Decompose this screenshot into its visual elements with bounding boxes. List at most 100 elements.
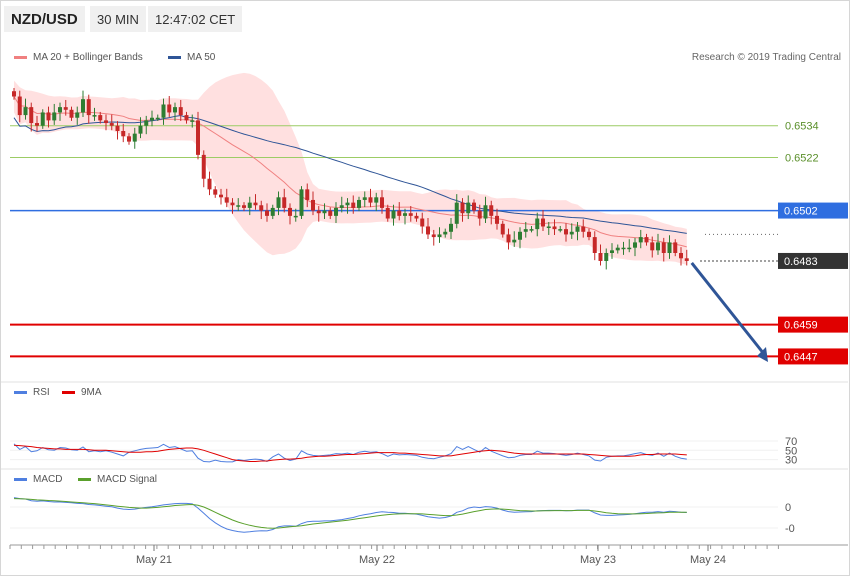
rsi-ma-swatch [62,391,75,394]
pivot-label: 0.6502 [784,206,818,218]
candle-body [322,210,327,214]
rsi-tick-label: 30 [785,455,797,467]
macd-line [13,497,687,533]
candle-body [219,194,223,198]
candle-body [196,120,200,155]
candle-body [46,112,51,121]
candle-body [115,125,120,131]
forecast-arrow [690,262,766,355]
legend-rsi-label: RSI [33,387,50,398]
candle-body [644,237,649,243]
candle-body [293,215,298,218]
x-tick-label: May 21 [136,554,172,566]
candle-body [380,197,384,208]
candle-body [276,197,281,208]
ma20-line [13,96,687,248]
macd-tick-label: 0 [785,502,791,514]
candle-body [138,125,143,134]
candle-body [403,213,407,216]
candle-body [443,231,448,235]
candle-body [391,210,396,219]
candle-body [230,202,235,206]
macd-swatch [14,478,27,481]
candle-body [587,231,591,238]
candle-body [472,202,476,211]
candle-body [495,215,499,224]
candle-body [466,202,471,214]
candle-body [311,199,315,211]
candle-body [75,112,80,118]
legend-rsi-ma-label: 9MA [81,387,102,398]
candle-body [449,223,453,232]
candle-body [161,104,166,118]
candle-body [52,112,57,121]
pivot-tag [778,202,848,219]
candle-body [69,109,74,118]
candle-body [86,99,91,116]
candle-body [173,107,177,113]
candle-body [224,197,229,203]
credit-text: Research © 2019 Trading Central [691,52,841,63]
candle-body [552,226,557,230]
resistance-label: 0.6522 [785,153,819,165]
candle-body [575,226,580,232]
candle-body [541,218,545,227]
candle-body [29,107,34,124]
candle-body [132,133,137,142]
candle-body [288,207,292,216]
candle-body [334,207,338,216]
candle-body [500,223,505,235]
pair-label: NZD/USD [4,6,85,32]
candle-body [305,189,310,200]
x-tick-label: May 23 [580,554,616,566]
candle-body [667,242,672,253]
candle-body [581,226,586,232]
candle-body [184,115,189,121]
candle-body [592,237,597,253]
x-tick-label: May 24 [690,554,726,566]
candle-body [265,210,269,216]
candle-body [207,178,212,190]
candle-body [512,239,517,243]
candle-body [604,253,609,261]
candle-body [529,229,534,231]
candle-body [638,237,643,243]
candle-body [684,258,689,261]
timeframe-label[interactable]: 30 MIN [90,6,146,32]
candle-body [351,202,356,208]
candle-body [17,96,22,116]
candle-body [242,205,246,208]
legend-ma20-label: MA 20 + Bollinger Bands [33,52,143,63]
candle-body [627,247,632,250]
candle-body [633,242,637,248]
candle-body [483,205,488,219]
candle-body [81,99,85,113]
candle-body [270,207,275,216]
candle-body [518,231,522,240]
candle-body [397,210,402,216]
candle-body [454,202,459,224]
candle-body [523,229,528,232]
macd-signal-swatch [78,478,91,481]
ma20-swatch [14,56,27,59]
candle-body [564,229,568,235]
candle-body [155,117,160,120]
rsi-tick-label: 70 [785,436,797,448]
legend-rsi: RSI [14,387,50,398]
candle-body [299,189,304,216]
candle-body [167,104,172,113]
candle-body [598,253,603,261]
candle-body [437,234,442,238]
legend-rsi-ma: 9MA [62,387,102,398]
candle-body [63,107,68,110]
legend-macd: MACD [14,474,62,485]
x-tick-label: May 22 [359,554,395,566]
legend-macd-signal-label: MACD Signal [97,474,158,485]
candle-body [316,210,321,214]
candle-body [190,120,195,122]
candle-body [661,242,666,253]
legend-macd-label: MACD [33,474,63,485]
candle-body [535,218,540,230]
candle-body [650,242,655,251]
candle-body [35,123,39,126]
